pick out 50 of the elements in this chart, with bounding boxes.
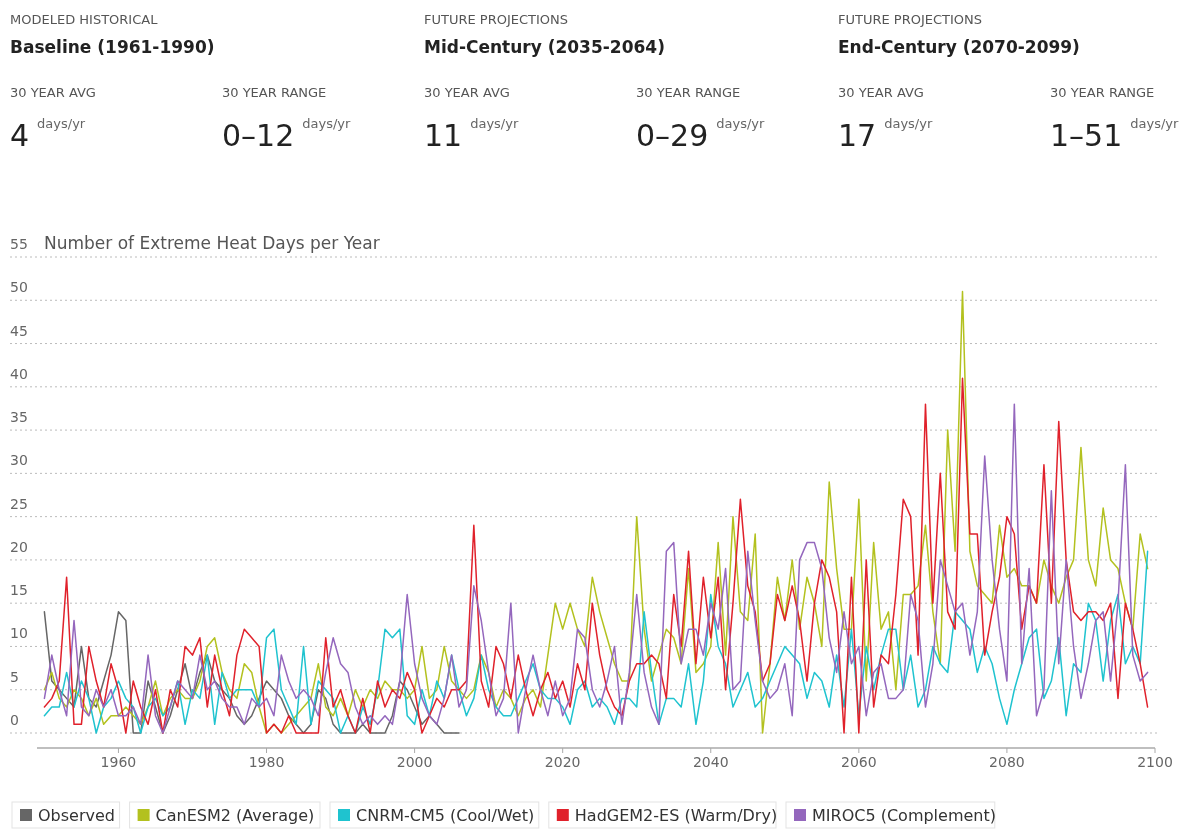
text: FUTURE PROJECTIONS bbox=[838, 12, 983, 27]
text: 30 YEAR RANGE bbox=[636, 85, 741, 100]
text: 0–29 bbox=[636, 118, 709, 153]
y-tick-label: 20 bbox=[10, 538, 28, 555]
text: MODELED HISTORICAL bbox=[10, 12, 159, 27]
text: 1–51 bbox=[1050, 118, 1123, 153]
text: 30 YEAR AVG bbox=[10, 85, 96, 100]
legend-label: Observed bbox=[38, 806, 115, 825]
text: FUTURE PROJECTIONS bbox=[424, 12, 569, 27]
text: End-Century (2070-2099) bbox=[838, 37, 1080, 57]
text: 30 YEAR AVG bbox=[838, 85, 924, 100]
y-tick-label: 45 bbox=[10, 322, 28, 339]
text: days/yr bbox=[884, 116, 933, 131]
y-tick-label: 35 bbox=[10, 409, 28, 426]
text: 17 bbox=[838, 118, 877, 153]
x-tick-label: 2000 bbox=[396, 754, 433, 770]
y-tick-label: 15 bbox=[10, 582, 28, 599]
legend-label: MIROC5 (Complement) bbox=[812, 806, 996, 825]
x-tick-label: 2060 bbox=[841, 754, 877, 770]
text: days/yr bbox=[1130, 116, 1180, 131]
text: 11 bbox=[424, 118, 463, 153]
y-tick-label: 40 bbox=[10, 365, 28, 382]
y-tick-label: 5 bbox=[10, 668, 19, 685]
y-tick-label: 0 bbox=[10, 712, 19, 728]
y-tick-label: 25 bbox=[10, 495, 28, 512]
y-tick-label: 50 bbox=[10, 279, 28, 296]
y-tick-label: 30 bbox=[10, 452, 28, 469]
legend-label: HadGEM2-ES (Warm/Dry) bbox=[574, 806, 778, 825]
x-tick-label: 2040 bbox=[692, 754, 729, 770]
x-tick-label: 2100 bbox=[1137, 754, 1173, 770]
text: days/yr bbox=[302, 116, 352, 131]
y-tick-label: 10 bbox=[10, 625, 28, 642]
text: Mid-Century (2035-2064) bbox=[424, 37, 665, 57]
x-tick-label: 1960 bbox=[100, 754, 137, 770]
text: 4 bbox=[10, 118, 30, 153]
legend-label: CanESM2 (Average) bbox=[155, 806, 315, 825]
text: 30 YEAR RANGE bbox=[1050, 85, 1155, 100]
x-tick-label: 2020 bbox=[544, 754, 581, 770]
x-tick-label: 2080 bbox=[989, 754, 1025, 770]
x-tick-label: 1980 bbox=[248, 754, 285, 770]
text: 30 YEAR RANGE bbox=[222, 85, 327, 100]
text: days/yr bbox=[470, 116, 519, 131]
text: 30 YEAR AVG bbox=[424, 85, 510, 100]
text: 0–12 bbox=[222, 118, 295, 153]
text: Baseline (1961-1990) bbox=[10, 37, 215, 57]
chart-title: Number of Extreme Heat Days per Year bbox=[44, 233, 380, 253]
text: days/yr bbox=[716, 116, 766, 131]
text: days/yr bbox=[37, 116, 86, 131]
y-tick-label: 55 bbox=[10, 236, 28, 252]
legend-label: CNRM-CM5 (Cool/Wet) bbox=[356, 806, 535, 825]
